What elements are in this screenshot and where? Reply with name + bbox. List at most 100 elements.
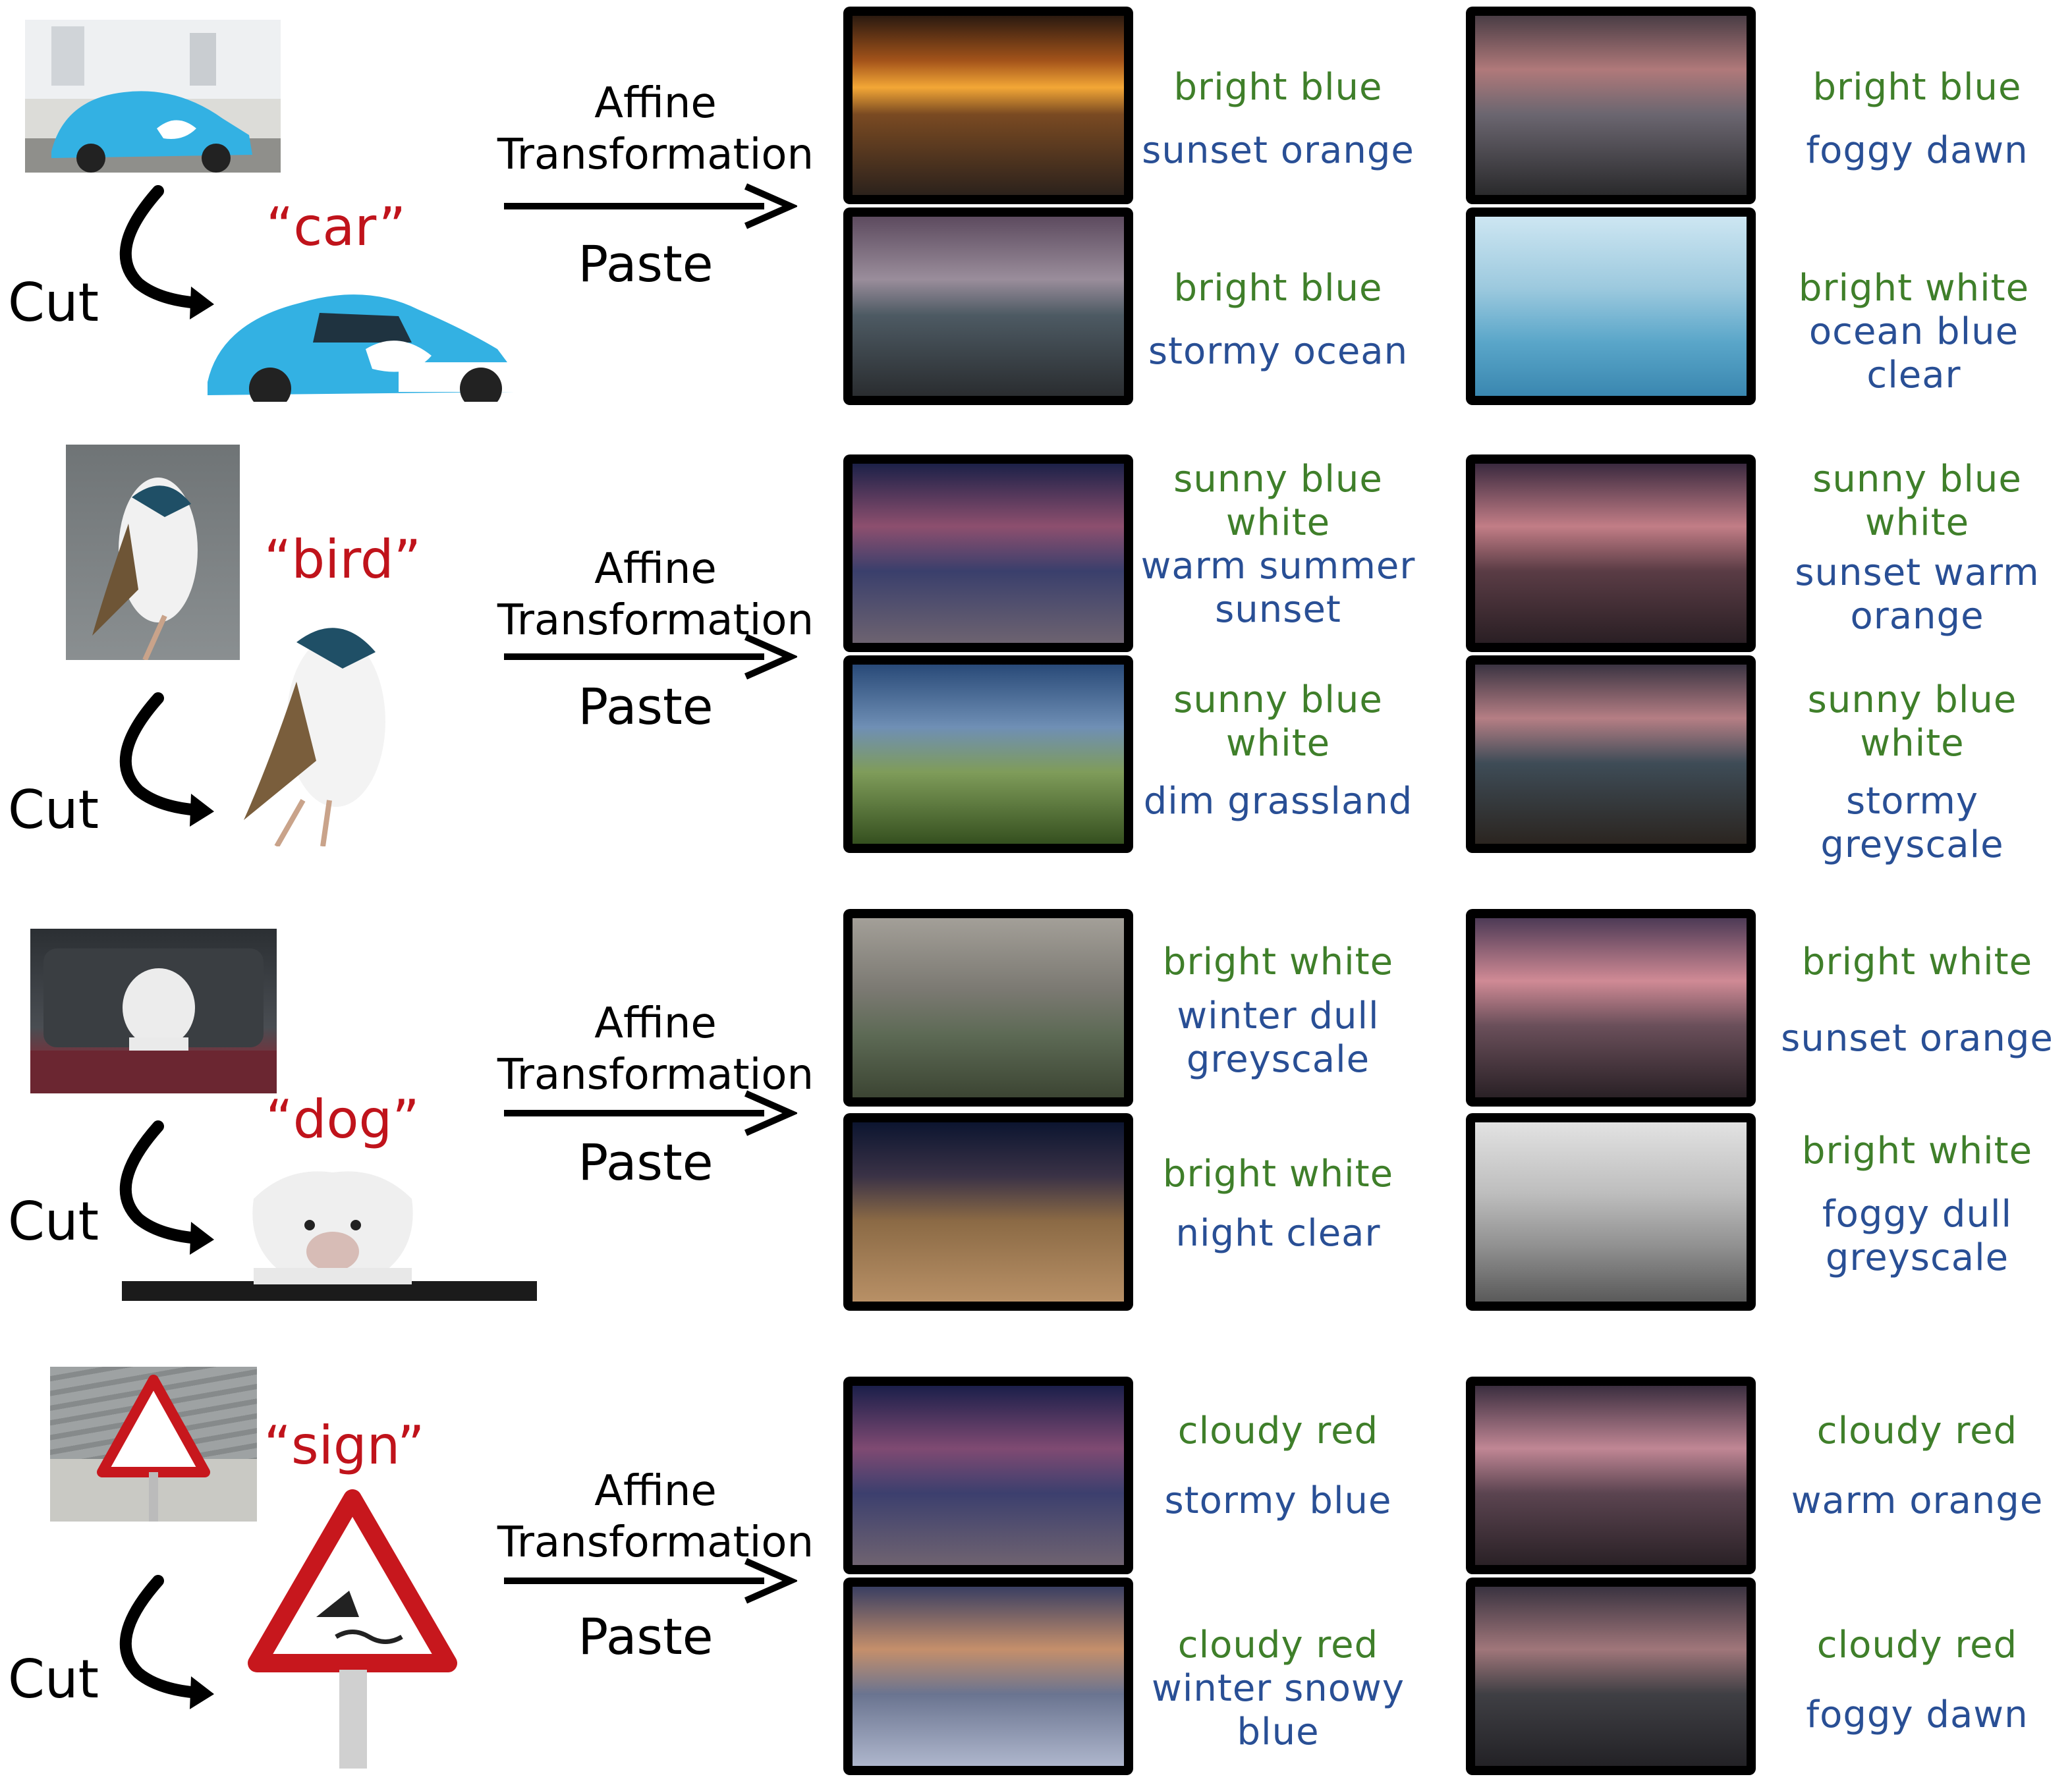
caption-line: sunset orange: [1781, 1017, 2054, 1060]
cut-label: Cut: [8, 1191, 99, 1252]
affine-line-2: Transformation: [497, 596, 814, 645]
caption-line: bright white: [1801, 1130, 2033, 1172]
bird-source-illustration: [92, 478, 198, 660]
result-image: [843, 207, 1133, 405]
affine-label: Affine Transformation: [474, 78, 837, 180]
affine-line-1: Affine: [594, 79, 717, 128]
paste-label: Paste: [578, 1607, 714, 1666]
result-image: [843, 7, 1133, 204]
caption-line: blue: [1237, 1711, 1320, 1753]
caption-line: white: [1225, 722, 1331, 765]
caption-line: sunny blue: [1812, 458, 2022, 501]
caption-line: bright white: [1162, 941, 1394, 983]
paste-label: Paste: [578, 1133, 714, 1192]
cut-label: Cut: [8, 779, 99, 840]
caption-line: orange: [1850, 595, 1984, 638]
car-cutout: [208, 294, 517, 402]
caption-line: warm summer: [1140, 545, 1416, 588]
caption-line: sunset warm: [1795, 551, 2040, 594]
transform-arrow-icon: [504, 1090, 797, 1136]
dog-source-illustration: [30, 948, 277, 1093]
caption-line: sunset orange: [1142, 129, 1414, 172]
class-label: “dog”: [266, 1089, 420, 1150]
caption-line: winter snowy: [1152, 1667, 1405, 1710]
result-image: [1466, 1578, 1756, 1775]
class-label: “sign”: [264, 1415, 425, 1476]
affine-line-1: Affine: [594, 545, 717, 593]
affine-label: Affine Transformation: [474, 543, 837, 646]
result-caption: bright blue foggy dawn: [1766, 66, 2069, 173]
cut-arrow-icon: [119, 1120, 214, 1255]
caption-line: cloudy red: [1816, 1624, 2018, 1666]
result-image: [1466, 1113, 1756, 1311]
caption-line: stormy ocean: [1148, 330, 1409, 373]
result-caption: sunny blue white stormy greyscale: [1756, 678, 2069, 867]
result-image: [843, 454, 1133, 652]
result-caption: sunny blue white warm summer sunset: [1140, 458, 1416, 632]
result-caption: bright blue stormy ocean: [1140, 267, 1416, 373]
cut-label: Cut: [8, 1649, 99, 1710]
caption-line: greyscale: [1825, 1236, 2009, 1279]
result-caption: sunny blue white dim grassland: [1140, 678, 1416, 823]
result-image: [843, 655, 1133, 853]
caption-line: sunny blue: [1173, 458, 1383, 501]
result-image: [843, 909, 1133, 1107]
caption-line: white: [1860, 722, 1965, 765]
caption-line: foggy dull: [1822, 1193, 2013, 1236]
result-caption: sunny blue white sunset warm orange: [1766, 458, 2069, 638]
transform-arrow-icon: [504, 634, 797, 680]
transform-arrow-icon: [504, 183, 797, 229]
caption-line: bright blue: [1173, 267, 1383, 310]
caption-line: night clear: [1175, 1212, 1381, 1255]
transform-arrow-icon: [504, 1558, 797, 1604]
caption-line: stormy blue: [1164, 1479, 1392, 1522]
caption-line: sunny blue: [1173, 678, 1383, 721]
caption-line: foggy dawn: [1806, 129, 2029, 172]
affine-line-1: Affine: [594, 999, 717, 1048]
caption-line: bright blue: [1812, 66, 2022, 109]
dog-source-photo: [30, 929, 277, 1093]
caption-line: stormy greyscale: [1820, 780, 2004, 866]
caption-line: bright white: [1798, 267, 2030, 310]
result-image: [1466, 454, 1756, 652]
caption-line: foggy dawn: [1806, 1693, 2029, 1736]
caption-line: warm orange: [1791, 1479, 2044, 1522]
caption-line: sunny blue: [1807, 678, 2017, 721]
affine-line-2: Transformation: [497, 1518, 814, 1567]
result-caption: bright blue sunset orange: [1140, 66, 1416, 173]
result-caption: cloudy red winter snowy blue: [1140, 1624, 1416, 1754]
result-image: [1466, 207, 1756, 405]
result-caption: cloudy red foggy dawn: [1766, 1624, 2069, 1737]
result-image: [843, 1377, 1133, 1574]
result-image: [843, 1578, 1133, 1775]
caption-line: greyscale: [1186, 1038, 1370, 1081]
dog-cutout: [122, 1171, 537, 1301]
caption-line: cloudy red: [1177, 1410, 1379, 1452]
class-label: “bird”: [264, 529, 422, 590]
class-label: “car”: [266, 196, 406, 258]
bird-cutout: [244, 628, 385, 846]
result-caption: bright white night clear: [1140, 1153, 1416, 1255]
caption-line: bright white: [1801, 941, 2033, 983]
caption-line: winter dull: [1177, 995, 1380, 1037]
result-image: [1466, 7, 1756, 204]
affine-line-2: Transformation: [497, 1051, 814, 1099]
cut-label: Cut: [8, 272, 99, 333]
result-caption: bright white foggy dull greyscale: [1766, 1130, 2069, 1280]
cut-arrow-icon: [119, 692, 214, 827]
caption-line: bright white: [1162, 1153, 1394, 1195]
car-source-illustration: [25, 20, 281, 173]
bird-source-photo: [66, 445, 240, 660]
sign-source-photo: [50, 1367, 257, 1522]
caption-line: white: [1864, 501, 1970, 544]
caption-line: dim grassland: [1143, 780, 1413, 823]
result-image: [1466, 1377, 1756, 1574]
paste-label: Paste: [578, 677, 714, 736]
result-image: [843, 1113, 1133, 1311]
result-caption: bright white sunset orange: [1766, 941, 2069, 1060]
affine-line-2: Transformation: [497, 130, 814, 179]
affine-line-1: Affine: [594, 1467, 717, 1516]
result-caption: bright white ocean blue clear: [1759, 267, 2069, 397]
caption-line: sunset: [1215, 588, 1341, 631]
affine-label: Affine Transformation: [474, 1466, 837, 1568]
